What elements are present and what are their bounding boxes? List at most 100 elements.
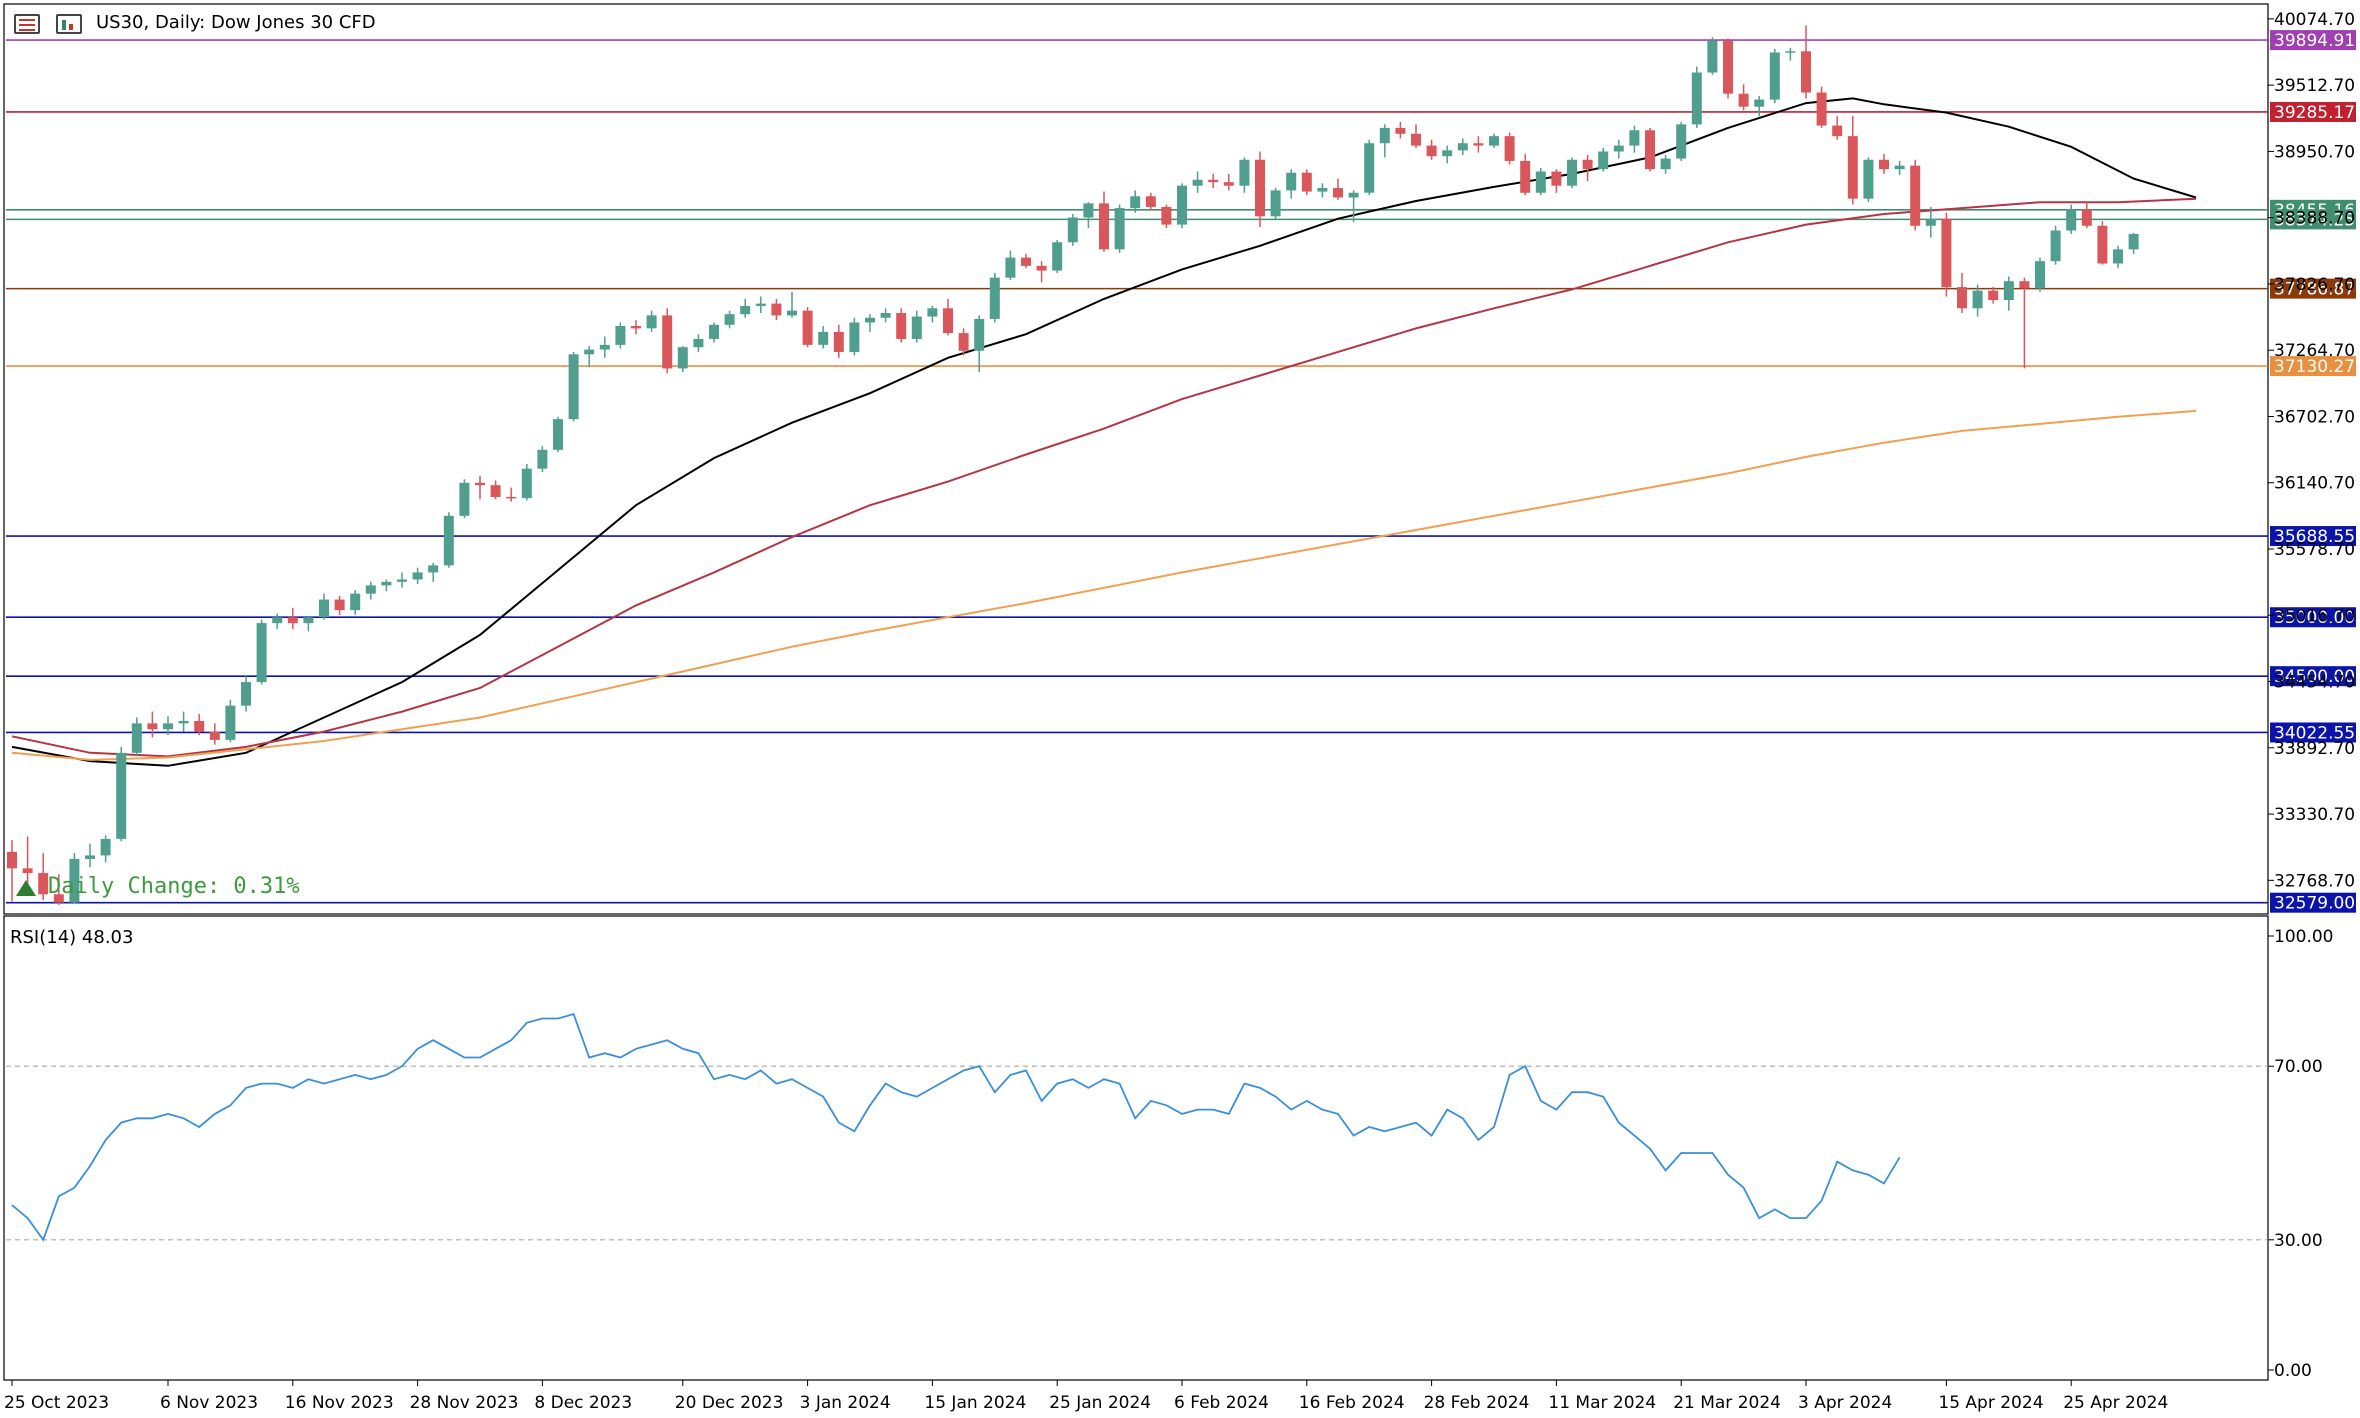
candle-body — [381, 581, 392, 586]
candle-body — [2050, 230, 2061, 262]
candle-body — [584, 349, 595, 355]
candle-body — [693, 338, 704, 348]
level-price-label: 37130.27 — [2274, 357, 2355, 377]
rsi-tick-label: 30.00 — [2274, 1231, 2323, 1251]
price-tick-label: 32768.70 — [2274, 871, 2355, 891]
candle-body — [1489, 136, 1499, 146]
moving-averages — [11, 97, 2197, 767]
daily-change-label: Daily Change: 0.31% — [48, 874, 300, 899]
candle-body — [1239, 159, 1250, 186]
candle-body — [1707, 40, 1718, 73]
level-price-tag — [2270, 892, 2356, 913]
menu-icon[interactable] — [14, 14, 40, 34]
level-price-tag — [2270, 526, 2356, 547]
candle-body — [911, 316, 922, 339]
candle-body — [100, 838, 111, 856]
chart-frame — [3, 3, 2269, 1381]
candle-body — [1957, 287, 1967, 309]
candle-body — [7, 851, 17, 869]
price-tick-label: 38388.70 — [2274, 209, 2355, 229]
candle-body — [319, 599, 329, 618]
candle-body — [1379, 127, 1390, 144]
price-tick-label: 39512.70 — [2274, 76, 2355, 96]
candle-body — [1629, 130, 1640, 146]
candle-body — [459, 482, 470, 516]
candle-body — [1036, 265, 1047, 271]
candle-body — [178, 720, 189, 724]
candle-body — [1645, 130, 1655, 170]
up-arrow-icon — [16, 880, 36, 896]
candle-body — [2128, 234, 2139, 250]
candle-body — [1832, 125, 1843, 137]
symbol-label: US30, Daily: Dow Jones 30 CFD — [96, 12, 376, 33]
price-tick-label: 33892.70 — [2274, 739, 2355, 759]
candle-body — [1598, 151, 1609, 170]
candle-body — [287, 617, 298, 624]
candle-body — [1520, 160, 1531, 193]
candle-body — [1317, 188, 1328, 192]
candle-body — [1333, 188, 1343, 198]
candle-body — [1442, 150, 1453, 157]
candle-body — [1972, 290, 1983, 309]
time-tick-label: 28 Feb 2024 — [1424, 1393, 1530, 1413]
candle-body — [631, 325, 641, 329]
candle-body — [1223, 182, 1234, 186]
level-price-label: 34022.55 — [2274, 723, 2355, 743]
candle-body — [709, 324, 719, 339]
candle-body — [1816, 92, 1827, 126]
candle-body — [53, 894, 64, 903]
time-tick-label: 3 Apr 2024 — [1798, 1393, 1892, 1413]
price-tick-label: 34454.70 — [2274, 673, 2355, 693]
candle-body — [1894, 165, 1905, 170]
candle-body — [334, 599, 345, 611]
time-tick-label: 20 Dec 2023 — [675, 1393, 784, 1413]
candle-body — [241, 682, 251, 706]
candle-body — [1613, 145, 1624, 152]
candle-body — [85, 855, 95, 859]
price-tick-label: 38950.70 — [2274, 142, 2355, 162]
candle-body — [1988, 290, 1999, 301]
candle-body — [1863, 159, 1874, 199]
level-price-label: 38374.25 — [2274, 210, 2355, 230]
candlestick-chart-icon[interactable] — [56, 14, 82, 34]
candle-body — [724, 314, 735, 325]
candle-body — [350, 593, 361, 611]
candle-body — [771, 303, 782, 316]
candle-body — [2003, 281, 2014, 301]
candle-body — [1910, 165, 1921, 226]
time-tick-label: 11 Mar 2024 — [1548, 1393, 1656, 1413]
level-price-tag — [2270, 101, 2356, 122]
level-price-tag — [2270, 666, 2356, 687]
candle-body — [506, 496, 517, 499]
candle-body — [927, 308, 938, 317]
candle-body — [209, 731, 220, 740]
time-tick-label: 28 Nov 2023 — [410, 1393, 519, 1413]
candle-body — [662, 315, 673, 369]
candle-body — [2113, 249, 2123, 264]
price-tick-label: 36140.70 — [2274, 474, 2355, 494]
candlesticks — [7, 25, 2139, 905]
candle-body — [303, 617, 314, 624]
candle-body — [1473, 143, 1484, 146]
candle-body — [646, 315, 657, 329]
level-price-tag — [2270, 722, 2356, 743]
ma-line-red — [11, 197, 2197, 758]
candle-body — [553, 419, 563, 450]
candle-body — [1847, 136, 1858, 199]
candle-body — [1754, 99, 1765, 107]
candle-body — [1067, 217, 1078, 243]
candle-body — [147, 723, 158, 730]
level-price-label: 37786.87 — [2274, 280, 2355, 300]
time-tick-label: 25 Apr 2024 — [2063, 1393, 2168, 1413]
level-price-tag — [2270, 278, 2356, 299]
candle-body — [1270, 190, 1281, 217]
candle-body — [1535, 171, 1546, 193]
candle-body — [833, 331, 844, 352]
candle-body — [225, 705, 236, 740]
candle-body — [1145, 196, 1156, 207]
candle-body — [475, 482, 485, 486]
time-tick-label: 15 Jan 2024 — [924, 1393, 1026, 1413]
candle-body — [989, 277, 1000, 319]
candle-body — [958, 333, 969, 351]
